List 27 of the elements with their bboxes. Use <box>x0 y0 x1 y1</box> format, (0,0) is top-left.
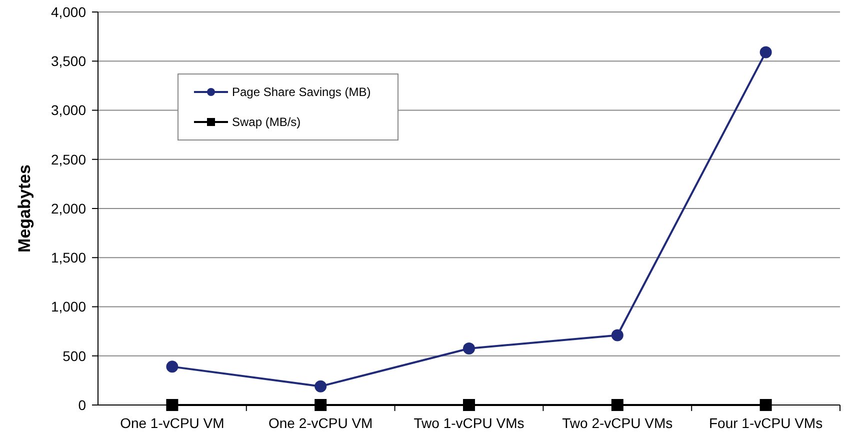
point <box>611 399 624 411</box>
y-axis-title: Megabytes <box>15 164 34 252</box>
y-tick-label: 2,500 <box>50 151 86 168</box>
y-tick-label: 3,000 <box>50 102 86 118</box>
x-tick-label: Four 1-vCPU VMs <box>709 415 823 431</box>
point <box>314 399 327 411</box>
x-tick-label: One 1-vCPU VM <box>120 415 224 431</box>
y-tick-label: 3,500 <box>50 53 86 70</box>
y-tick-label: 2,000 <box>50 200 86 216</box>
point <box>611 329 624 342</box>
y-tick-label: 0 <box>78 396 86 413</box>
y-tick-label: 1,000 <box>50 298 86 315</box>
y-tick-label: 1,500 <box>50 250 86 266</box>
y-tick-label: 500 <box>62 348 86 364</box>
point <box>760 399 772 411</box>
point <box>463 342 475 355</box>
point <box>760 46 772 58</box>
point <box>166 399 178 411</box>
y-tick-label: 4,000 <box>50 4 86 20</box>
point <box>166 360 178 373</box>
x-tick-label: One 2-vCPU VM <box>268 415 373 431</box>
x-tick-label: Two 2-vCPU VMs <box>562 415 673 431</box>
point <box>463 399 475 411</box>
legend-label: Swap (MB/s) <box>232 115 301 130</box>
legend-label: Page Share Savings (MB) <box>232 85 371 100</box>
x-tick-label: Two 1-vCPU VMs <box>414 415 524 431</box>
point <box>314 380 327 392</box>
